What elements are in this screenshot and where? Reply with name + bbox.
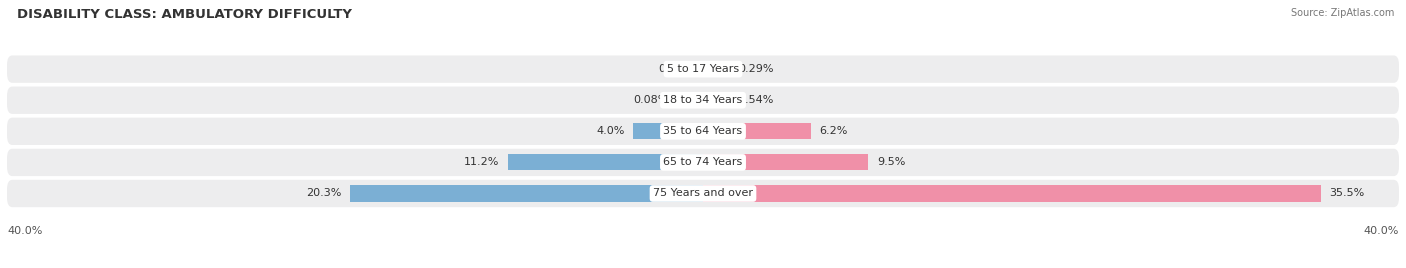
Text: 40.0%: 40.0% xyxy=(7,226,42,236)
Text: 75 Years and over: 75 Years and over xyxy=(652,188,754,199)
Text: 20.3%: 20.3% xyxy=(305,188,342,199)
Text: 4.0%: 4.0% xyxy=(596,126,624,136)
Text: 5 to 17 Years: 5 to 17 Years xyxy=(666,64,740,74)
Bar xyxy=(703,185,1320,202)
FancyBboxPatch shape xyxy=(7,87,1399,114)
Text: 65 to 74 Years: 65 to 74 Years xyxy=(664,157,742,168)
Bar xyxy=(703,92,730,108)
Text: 35 to 64 Years: 35 to 64 Years xyxy=(664,126,742,136)
Bar xyxy=(703,154,869,170)
Bar xyxy=(633,123,703,139)
Text: 9.5%: 9.5% xyxy=(877,157,905,168)
Bar xyxy=(676,92,703,108)
Text: 0.54%: 0.54% xyxy=(738,95,773,105)
FancyBboxPatch shape xyxy=(7,180,1399,207)
Bar xyxy=(703,123,811,139)
Bar xyxy=(350,185,703,202)
FancyBboxPatch shape xyxy=(7,118,1399,145)
Text: 0.29%: 0.29% xyxy=(738,64,773,74)
Bar xyxy=(703,61,730,77)
Text: DISABILITY CLASS: AMBULATORY DIFFICULTY: DISABILITY CLASS: AMBULATORY DIFFICULTY xyxy=(17,8,352,21)
Legend: Male, Female: Male, Female xyxy=(644,265,762,268)
Text: 40.0%: 40.0% xyxy=(1364,226,1399,236)
Text: 6.2%: 6.2% xyxy=(820,126,848,136)
Text: 0.08%: 0.08% xyxy=(633,95,668,105)
Text: 0.0%: 0.0% xyxy=(658,64,686,74)
FancyBboxPatch shape xyxy=(7,149,1399,176)
FancyBboxPatch shape xyxy=(7,55,1399,83)
Text: Source: ZipAtlas.com: Source: ZipAtlas.com xyxy=(1291,8,1395,18)
Text: 18 to 34 Years: 18 to 34 Years xyxy=(664,95,742,105)
Bar xyxy=(695,61,703,77)
Text: 35.5%: 35.5% xyxy=(1330,188,1365,199)
Bar xyxy=(508,154,703,170)
Text: 11.2%: 11.2% xyxy=(464,157,499,168)
